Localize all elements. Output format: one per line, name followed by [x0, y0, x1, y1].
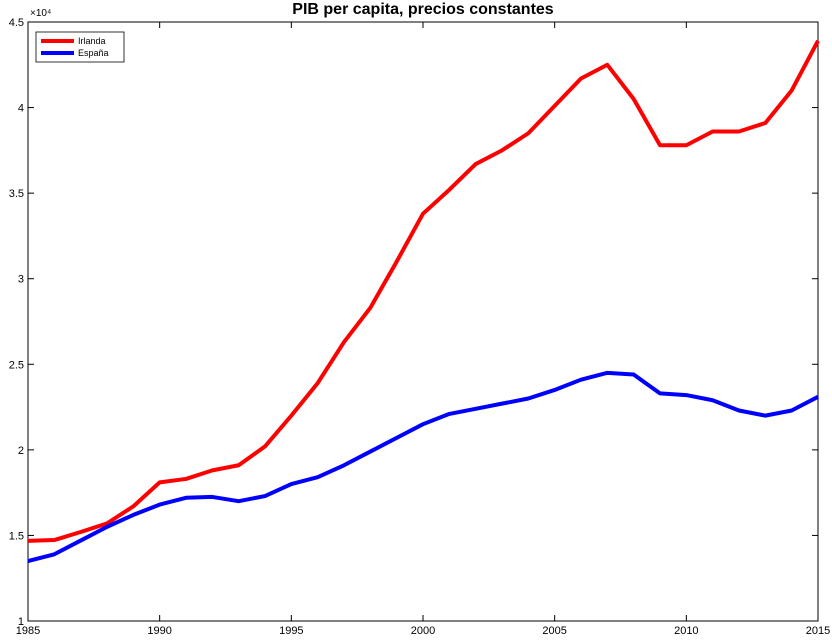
x-tick-label: 2005 — [542, 625, 566, 637]
y-tick-label: 2 — [18, 445, 24, 457]
y-tick-label: 3 — [18, 274, 24, 286]
x-tick-label: 1995 — [279, 625, 303, 637]
series-line — [27, 370, 819, 564]
y-tick-label: 4 — [18, 103, 24, 115]
x-tick-label: 1985 — [16, 625, 40, 637]
legend-label: Irlanda — [78, 36, 106, 46]
x-tick-label: 1990 — [147, 625, 171, 637]
x-tick-label: 2010 — [674, 625, 698, 637]
y-tick-label: 1.5 — [9, 530, 24, 542]
series-line — [27, 39, 820, 543]
x-tick-label: 2015 — [806, 625, 830, 637]
y-multiplier: ×10⁴ — [30, 8, 51, 19]
y-tick-label: 1 — [18, 616, 24, 628]
legend-box — [35, 31, 125, 63]
y-tick-label: 2.5 — [9, 359, 24, 371]
plot-area — [27, 21, 819, 622]
legend-label: España — [78, 48, 109, 58]
chart-title: PIB per capita, precios constantes — [292, 1, 554, 18]
y-tick-label: 3.5 — [9, 188, 24, 200]
x-tick-label: 2000 — [411, 625, 435, 637]
y-tick-label: 4.5 — [9, 17, 24, 29]
